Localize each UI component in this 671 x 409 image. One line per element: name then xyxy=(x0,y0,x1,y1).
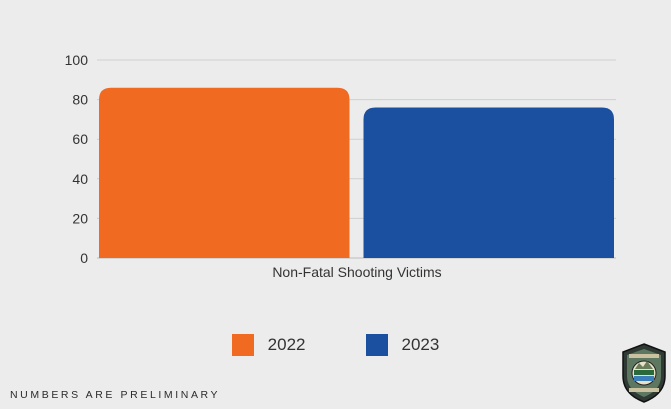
y-tick-label-100: 100 xyxy=(65,52,89,68)
y-tick-label-0: 0 xyxy=(80,250,88,266)
preliminary-footnote: NUMBERS ARE PRELIMINARY xyxy=(10,389,221,401)
legend-label-2022: 2022 xyxy=(267,335,306,354)
bars xyxy=(99,87,614,259)
y-tick-label-60: 60 xyxy=(72,131,88,147)
legend-label-2023: 2023 xyxy=(401,335,440,354)
y-tick-label-20: 20 xyxy=(72,210,88,226)
bar-2022 xyxy=(99,87,350,258)
bar-2023 xyxy=(363,107,614,259)
legend-item-2023: 2023 xyxy=(365,334,440,356)
police-department-seal-icon xyxy=(619,342,669,404)
legend-item-2022: 2022 xyxy=(231,334,306,356)
legend-swatch-2022 xyxy=(231,334,254,356)
y-tick-label-80: 80 xyxy=(72,92,88,108)
legend: 2022 2023 xyxy=(0,334,671,356)
x-axis-label: Non-Fatal Shooting Victims xyxy=(272,264,441,280)
y-axis-ticks: 0 20 40 60 80 100 xyxy=(65,52,89,266)
legend-swatch-2023 xyxy=(365,334,388,356)
y-tick-label-40: 40 xyxy=(72,171,88,187)
